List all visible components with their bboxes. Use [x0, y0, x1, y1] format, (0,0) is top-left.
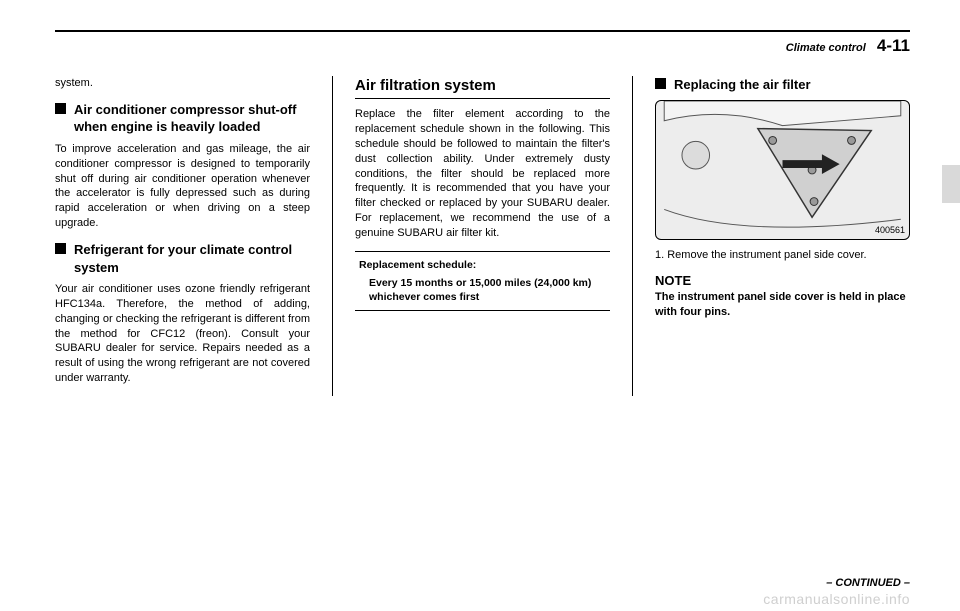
air-filtration-body: Replace the filter element according to …	[355, 107, 610, 241]
square-bullet-icon	[55, 103, 66, 114]
lead-fragment: system.	[55, 76, 310, 91]
section-refrigerant-heading: Refrigerant for your climate control sys…	[55, 241, 310, 276]
step-1: 1. Remove the instrument panel side cove…	[655, 248, 910, 263]
note-title: NOTE	[655, 272, 910, 290]
manual-page: Climate control 4-11 system. Air conditi…	[0, 0, 960, 426]
air-filtration-title: Air filtration system	[355, 76, 610, 99]
schedule-text: Every 15 months or 15,000 miles (24,000 …	[359, 276, 606, 304]
section-ac-compressor-body: To improve acceleration and gas mileage,…	[55, 142, 310, 231]
section-ac-compressor-title: Air conditioner compressor shut-off when…	[74, 101, 310, 136]
content-columns: system. Air conditioner compressor shut-…	[55, 76, 910, 396]
replacement-schedule-box: Replacement schedule: Every 15 months or…	[355, 251, 610, 312]
square-bullet-icon	[655, 78, 666, 89]
chapter-name: Climate control	[786, 42, 866, 54]
header-rule	[55, 30, 910, 32]
figure-id: 400561	[875, 224, 905, 236]
side-tab-marker	[942, 165, 960, 203]
column-3: Replacing the air filter	[632, 76, 910, 396]
section-refrigerant-body: Your air conditioner uses ozone friendly…	[55, 282, 310, 386]
section-ac-compressor-heading: Air conditioner compressor shut-off when…	[55, 101, 310, 136]
page-number: 4-11	[877, 36, 910, 55]
watermark: carmanualsonline.info	[763, 591, 910, 607]
replacing-filter-heading: Replacing the air filter	[655, 76, 910, 94]
replacing-filter-title: Replacing the air filter	[674, 76, 811, 94]
note-body: The instrument panel side cover is held …	[655, 290, 910, 320]
column-1: system. Air conditioner compressor shut-…	[55, 76, 310, 396]
instrument-panel-figure: 400561	[655, 100, 910, 240]
column-2: Air filtration system Replace the filter…	[332, 76, 610, 396]
page-header: Climate control 4-11	[55, 36, 910, 56]
panel-cover-illustration	[656, 101, 909, 239]
square-bullet-icon	[55, 243, 66, 254]
continued-marker: – CONTINUED –	[826, 577, 910, 589]
schedule-label: Replacement schedule:	[359, 258, 606, 272]
section-refrigerant-title: Refrigerant for your climate control sys…	[74, 241, 310, 276]
